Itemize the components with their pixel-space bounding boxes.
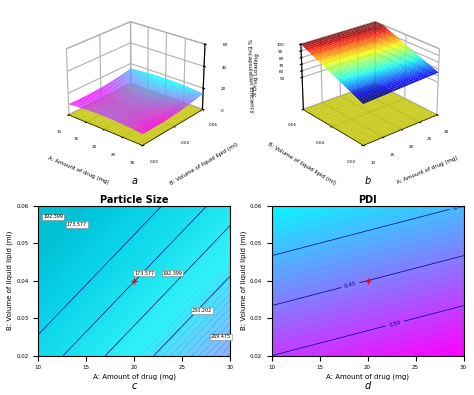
Title: Particle Size: Particle Size xyxy=(100,195,168,205)
Text: 192.399: 192.399 xyxy=(163,271,183,276)
Text: a: a xyxy=(131,176,137,186)
Text: 173.577: 173.577 xyxy=(134,271,155,276)
Text: 230.202: 230.202 xyxy=(191,308,212,313)
Y-axis label: B: Volume of liquid lipid (ml): B: Volume of liquid lipid (ml) xyxy=(267,142,337,186)
Text: 173.577: 173.577 xyxy=(67,222,87,227)
X-axis label: A: Amount of drug (mg): A: Amount of drug (mg) xyxy=(396,155,458,184)
Text: c: c xyxy=(131,381,137,391)
Text: 0.45: 0.45 xyxy=(344,281,357,289)
X-axis label: A: Amount of drug (mg): A: Amount of drug (mg) xyxy=(47,155,110,184)
Text: 269.475: 269.475 xyxy=(211,335,231,339)
Text: 0.50: 0.50 xyxy=(388,320,401,327)
Text: d: d xyxy=(365,381,371,391)
Text: b: b xyxy=(365,176,371,186)
Y-axis label: B: Volume of liquid lipid (ml): B: Volume of liquid lipid (ml) xyxy=(7,231,13,330)
X-axis label: A: Amount of drug (mg): A: Amount of drug (mg) xyxy=(326,373,409,380)
Y-axis label: B: Volume of liquid lipid (ml): B: Volume of liquid lipid (ml) xyxy=(169,142,239,186)
Y-axis label: B: Volume of liquid lipid (ml): B: Volume of liquid lipid (ml) xyxy=(240,231,247,330)
X-axis label: A: Amount of drug (mg): A: Amount of drug (mg) xyxy=(92,373,175,380)
Text: 192.399: 192.399 xyxy=(43,214,63,220)
Text: 0.40: 0.40 xyxy=(452,203,465,211)
Title: PDI: PDI xyxy=(358,195,377,205)
